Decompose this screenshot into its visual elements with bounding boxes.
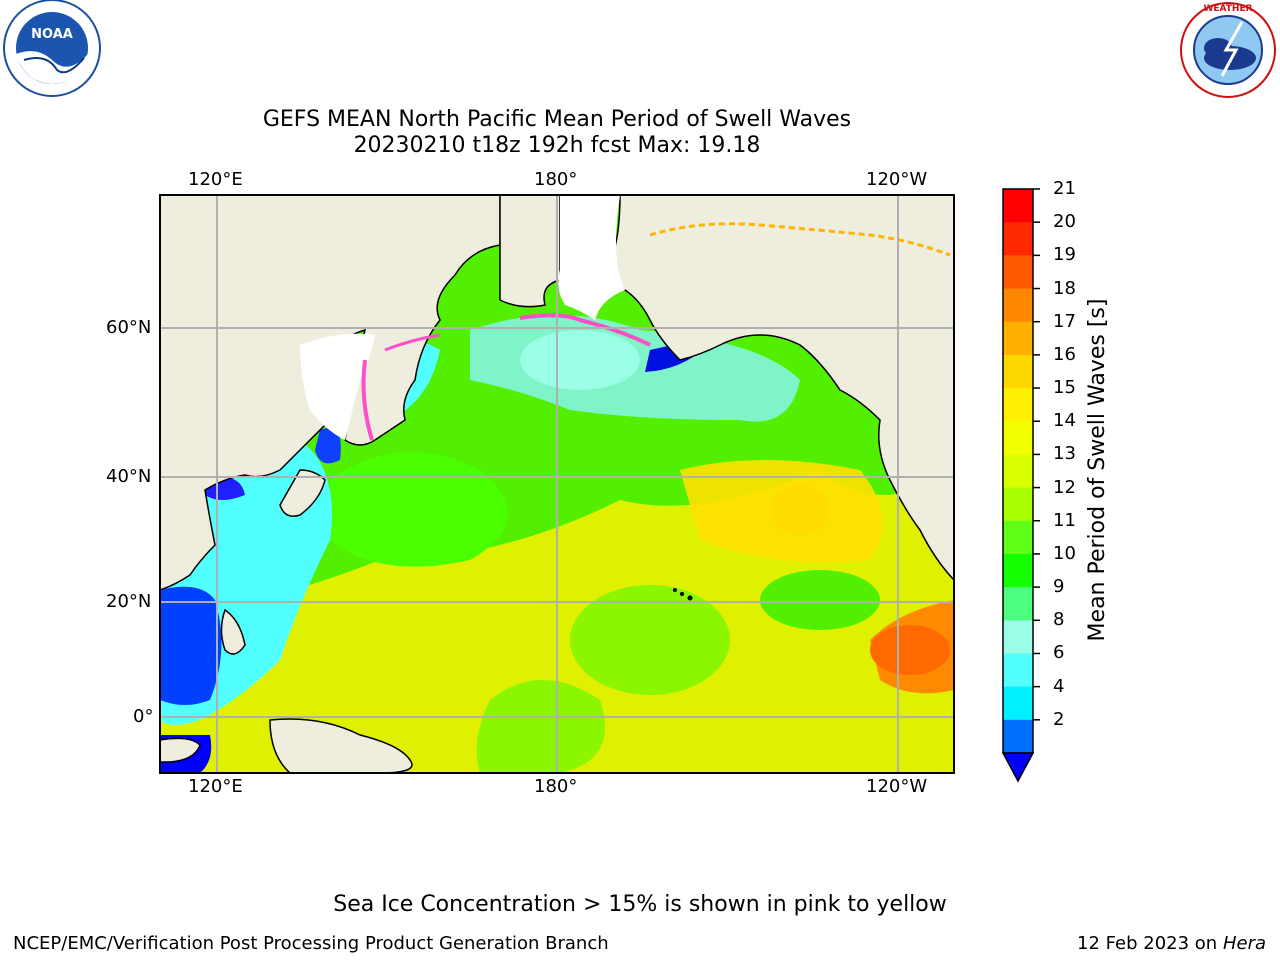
land-borneo: [160, 737, 201, 763]
colorbar-segment: [1003, 388, 1033, 422]
colorbar-frame: [1002, 188, 1034, 754]
colorbar-segment: [1003, 321, 1033, 356]
ice-bering: [558, 195, 625, 320]
land-philippines: [220, 608, 246, 655]
colorbar-tick-label: 15: [1053, 377, 1076, 399]
colorbar-segment: [1003, 487, 1033, 522]
colorbar-segment: [1003, 653, 1033, 688]
colorbar-tick-label: 6: [1053, 642, 1065, 664]
colorbar-tick-label: 11: [1053, 509, 1076, 531]
map-frame: [159, 194, 955, 774]
swell-patch-green-east: [760, 570, 880, 630]
colorbar-tick-label: 21: [1053, 178, 1076, 199]
colorbar-segment: [1003, 222, 1033, 256]
gridlines: [160, 195, 954, 773]
colorbar-tick-label: 2: [1053, 708, 1065, 730]
map-area: [160, 195, 954, 773]
swell-patch-lime-south: [476, 680, 605, 773]
colorbar-segment: [1003, 587, 1033, 621]
colorbar-tick-label: 12: [1053, 476, 1076, 498]
colorbar-segment: [1003, 354, 1033, 389]
lat-label-0: 0°: [133, 706, 154, 727]
colorbar-segment: [1003, 189, 1033, 223]
lat-label-40n: 40°N: [106, 466, 152, 487]
swell-patch-lime: [570, 585, 730, 695]
swell-patch-pale-cyan: [520, 330, 640, 390]
land-new-guinea: [269, 718, 413, 773]
lon-label-bottom-180: 180°: [534, 776, 578, 797]
land-japan: [279, 469, 326, 517]
colorbar-tick-label: 18: [1053, 277, 1076, 299]
noaa-logo-text: NOAA: [31, 27, 73, 42]
colorbar-tick-label: 13: [1053, 443, 1076, 465]
colorbar-tick-label: 4: [1053, 675, 1065, 697]
chart-title: GEFS MEAN North Pacific Mean Period of S…: [262, 107, 852, 132]
sea-ice-note: Sea Ice Concentration > 15% is shown in …: [333, 892, 947, 917]
swell-patch-green: [330, 452, 508, 567]
colorbar-segment: [1003, 255, 1033, 290]
ice-edge-arctic: [649, 222, 951, 257]
colorbar-segment: [1003, 454, 1033, 489]
swell-patch-orange-core: [870, 625, 950, 675]
colorbar-tick-label: 8: [1053, 609, 1065, 631]
lon-label-bottom-120w: 120°W: [866, 776, 928, 797]
ice-edge-okhotsk: [361, 359, 374, 441]
lon-label-top-180: 180°: [534, 169, 578, 190]
colorbar-tick-label: 9: [1053, 576, 1065, 598]
colorbar-segment: [1003, 421, 1033, 455]
footer-org: NCEP/EMC/Verification Post Processing Pr…: [13, 933, 609, 954]
colorbar-tick-label: 20: [1053, 211, 1076, 233]
colorbar-tick-label: 16: [1053, 343, 1076, 365]
colorbar-segment: [1003, 553, 1033, 588]
colorbar-tick-label: 17: [1053, 310, 1076, 332]
colorbar-segment: [1003, 686, 1033, 721]
colorbar: [1001, 188, 1040, 783]
colorbar-segment: [1003, 719, 1033, 754]
lon-label-top-120e: 120°E: [188, 169, 243, 190]
colorbar-tick-label: 19: [1053, 244, 1076, 266]
lat-label-20n: 20°N: [106, 591, 152, 612]
colorbar-label: Mean Period of Swell Waves [s]: [1085, 298, 1110, 642]
colorbar-segment: [1003, 288, 1033, 323]
lat-label-60n: 60°N: [106, 317, 152, 338]
lon-label-bottom-120e: 120°E: [188, 776, 243, 797]
land-asia: [160, 195, 501, 591]
noaa-logo: NOAA: [2, 0, 102, 98]
colorbar-tick-label: 14: [1053, 410, 1076, 432]
footer-date-text: 12 Feb 2023 on: [1077, 933, 1218, 954]
ice-okhotsk: [300, 333, 375, 440]
svg-text:WEATHER: WEATHER: [1203, 4, 1252, 14]
footer-date: 12 Feb 2023 on Hera: [1077, 933, 1266, 955]
ice-edge-bering: [519, 313, 651, 347]
land-hawaii: [673, 588, 677, 592]
swell-patch-blue-scs: [160, 586, 222, 705]
colorbar-tick-label: 10: [1053, 542, 1076, 564]
swell-patch-blue-japansea: [315, 428, 341, 464]
lon-label-top-120w: 120°W: [866, 169, 928, 190]
chart-subtitle: 20230210 t18z 192h fcst Max: 19.18: [353, 133, 761, 158]
colorbar-extend-arrow: [1001, 752, 1035, 783]
colorbar-segment: [1003, 520, 1033, 555]
nws-logo: WEATHER: [1178, 0, 1278, 100]
colorbar-segment: [1003, 620, 1033, 654]
swell-patch-yellow: [680, 460, 883, 563]
footer-machine: Hera: [1222, 933, 1266, 954]
